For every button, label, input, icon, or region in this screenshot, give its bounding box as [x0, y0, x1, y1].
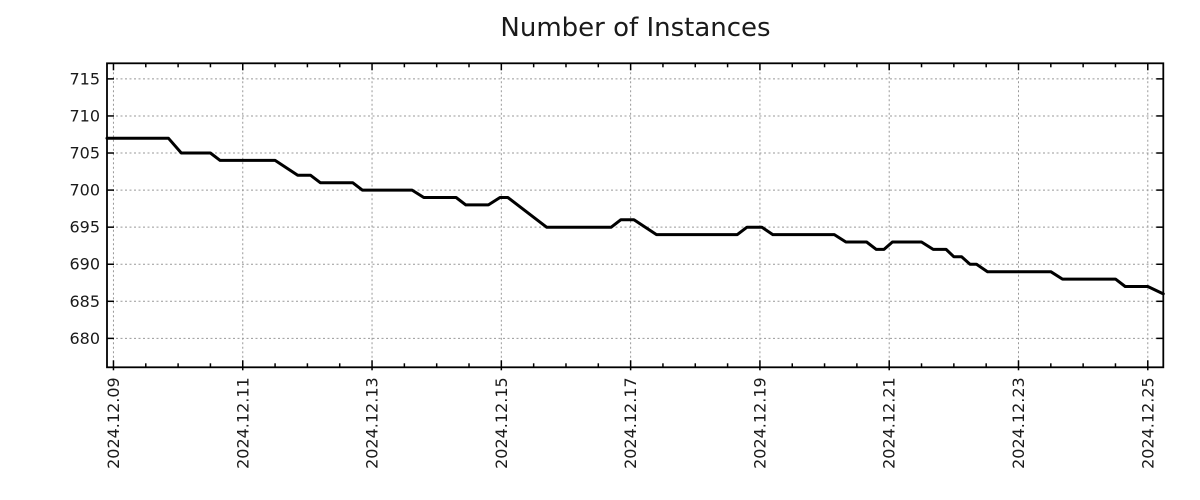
- y-axis-tick-label: 680: [69, 329, 100, 348]
- y-axis-tick-label: 715: [69, 69, 100, 88]
- y-axis-tick-label: 685: [69, 292, 100, 311]
- x-axis-tick-label: 2024.12.21: [880, 377, 899, 469]
- x-axis-tick-label: 2024.12.11: [233, 377, 252, 469]
- x-axis-tick-label: 2024.12.25: [1138, 377, 1157, 469]
- y-axis-tick-label: 710: [69, 106, 100, 125]
- y-axis-tick-label: 705: [69, 144, 100, 163]
- x-axis-tick-label: 2024.12.23: [1009, 377, 1028, 469]
- x-axis-tick-label: 2024.12.15: [492, 377, 511, 469]
- y-axis-tick-label: 695: [69, 218, 100, 237]
- plot-border: [106, 62, 1165, 369]
- x-axis-tick-label: 2024.12.17: [621, 377, 640, 469]
- y-axis-tick-label: 690: [69, 255, 100, 274]
- x-axis-tick-label: 2024.12.19: [750, 377, 769, 469]
- data-line-instances: [105, 136, 1165, 296]
- x-axis-tick-label: 2024.12.09: [104, 377, 123, 469]
- y-axis-tick-label: 700: [69, 181, 100, 200]
- chart-title: Number of Instances: [500, 13, 771, 43]
- x-axis-tick-label: 2024.12.13: [363, 377, 382, 469]
